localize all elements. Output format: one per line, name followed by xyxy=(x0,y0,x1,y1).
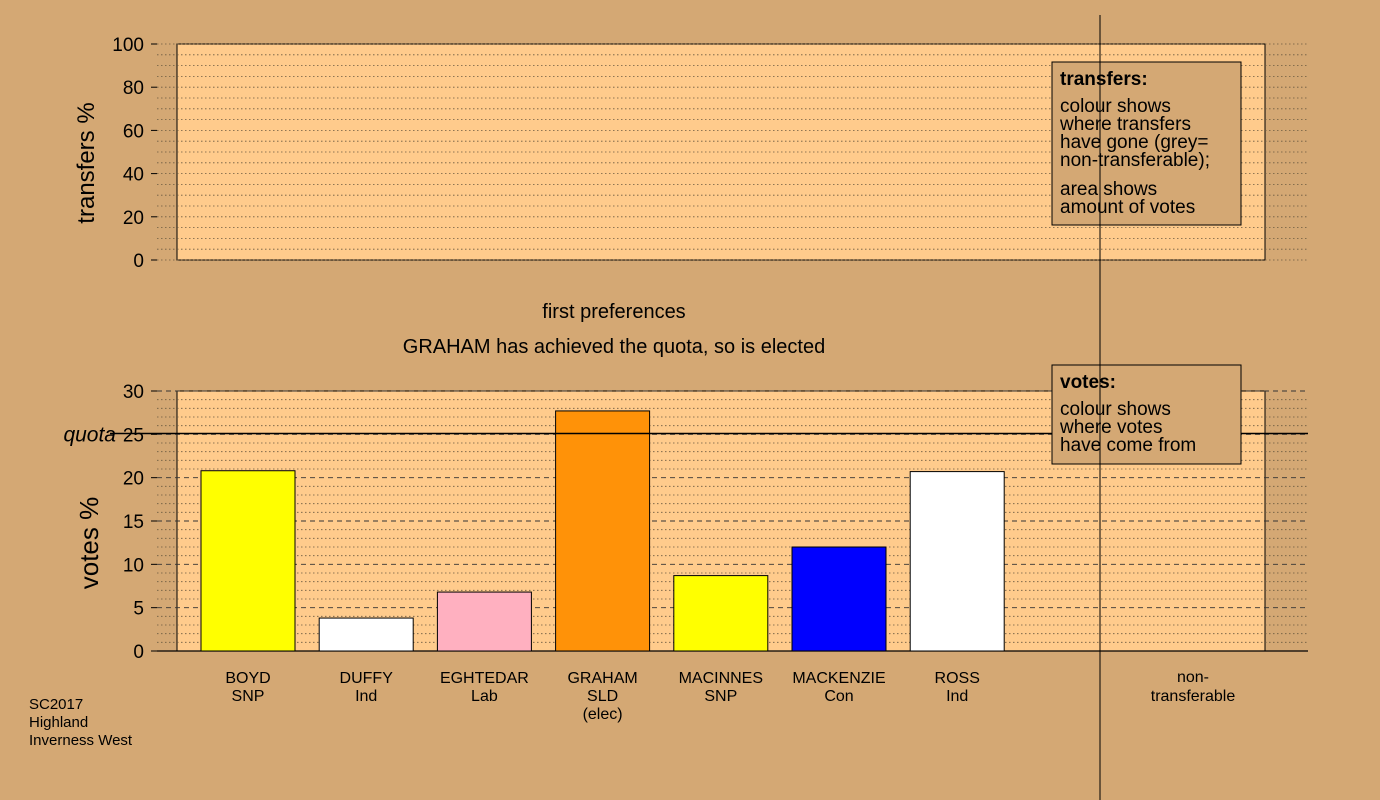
votes-legend-line: where votes xyxy=(1059,417,1162,438)
votes-y-tick-label: 15 xyxy=(123,512,144,533)
non-transferable-label: non- xyxy=(1177,669,1209,686)
non-transferable-label: transferable xyxy=(1151,688,1236,705)
bar-graham xyxy=(555,410,651,652)
transfers-y-tick-label: 40 xyxy=(123,165,144,186)
candidate-party-label: Con xyxy=(824,688,853,705)
footer: SC2017 Highland Inverness West xyxy=(29,696,133,749)
transfers-y-tick-label: 60 xyxy=(123,121,144,142)
transfers-legend-line: where transfers xyxy=(1059,114,1191,135)
candidate-party-label: Ind xyxy=(946,688,968,705)
votes-legend-line: colour shows xyxy=(1060,399,1171,420)
candidate-name-label: EGHTEDAR xyxy=(440,670,529,687)
candidate-name-label: ROSS xyxy=(935,670,980,687)
votes-legend-title: votes: xyxy=(1060,372,1116,393)
votes-legend-box xyxy=(1051,364,1242,465)
candidate-name-label: DUFFY xyxy=(340,670,394,687)
candidate-name-label: MACKENZIE xyxy=(792,670,885,687)
footer-ward: Inverness West xyxy=(29,732,133,749)
transfers-legend-line: area shows xyxy=(1060,179,1157,200)
transfers-legend-box xyxy=(1051,61,1242,226)
votes-y-axis-label: votes % xyxy=(74,497,104,590)
candidate-party-label: SLD xyxy=(587,688,618,705)
transfers-legend-line: colour shows xyxy=(1060,96,1171,117)
bar-eghtedar xyxy=(436,591,532,652)
quota-label: quota xyxy=(63,423,116,446)
votes-bars xyxy=(200,410,1005,652)
bar-macinnes xyxy=(673,575,769,652)
transfers-y-ticks: 0 20 40 60 80 100 xyxy=(112,35,157,272)
candidate-name-label: BOYD xyxy=(225,670,270,687)
bar-mackenzie xyxy=(791,546,887,652)
transfers-y-tick-label: 80 xyxy=(123,78,144,99)
candidate-party-label: Lab xyxy=(471,688,498,705)
votes-y-tick-label: 30 xyxy=(123,382,144,403)
transfers-y-axis-label: transfers % xyxy=(73,102,100,223)
transfers-y-tick-label: 0 xyxy=(133,251,144,272)
candidate-party-label: Ind xyxy=(355,688,377,705)
transfers-legend-line: have gone (grey= xyxy=(1060,132,1208,153)
candidate-status-label: (elec) xyxy=(583,706,623,723)
bar-boyd xyxy=(200,470,296,652)
votes-legend-line: have come from xyxy=(1060,435,1196,456)
votes-y-ticks: 0 5 10 15 20 25 30 xyxy=(123,382,157,663)
votes-y-tick-label: 25 xyxy=(123,425,144,446)
candidate-party-label: SNP xyxy=(232,688,265,705)
votes-legend: votes: colour shows where votes have com… xyxy=(1051,364,1242,465)
votes-y-tick-label: 5 xyxy=(133,599,144,620)
candidate-name-label: MACINNES xyxy=(679,670,763,687)
transfers-legend: transfers: colour shows where transfers … xyxy=(1051,61,1242,226)
transfers-legend-line: non-transferable); xyxy=(1060,150,1210,171)
transfers-y-tick-label: 100 xyxy=(112,35,144,56)
bar-ross xyxy=(909,471,1005,652)
votes-y-tick-label: 20 xyxy=(123,469,144,490)
chart-subtitle: GRAHAM has achieved the quota, so is ele… xyxy=(403,336,825,358)
candidate-labels: BOYDSNPDUFFYIndEGHTEDARLabGRAHAMSLD(elec… xyxy=(225,670,980,723)
votes-y-tick-label: 0 xyxy=(133,642,144,663)
transfers-legend-line: amount of votes xyxy=(1060,197,1195,218)
footer-election: SC2017 xyxy=(29,696,83,713)
transfers-legend-title: transfers: xyxy=(1060,69,1148,90)
chart-title: first preferences xyxy=(542,301,685,323)
votes-y-tick-label: 10 xyxy=(123,555,144,576)
bar-duffy xyxy=(318,617,414,652)
candidate-name-label: GRAHAM xyxy=(567,670,637,687)
footer-council: Highland xyxy=(29,714,88,731)
candidate-party-label: SNP xyxy=(704,688,737,705)
transfers-y-tick-label: 20 xyxy=(123,208,144,229)
